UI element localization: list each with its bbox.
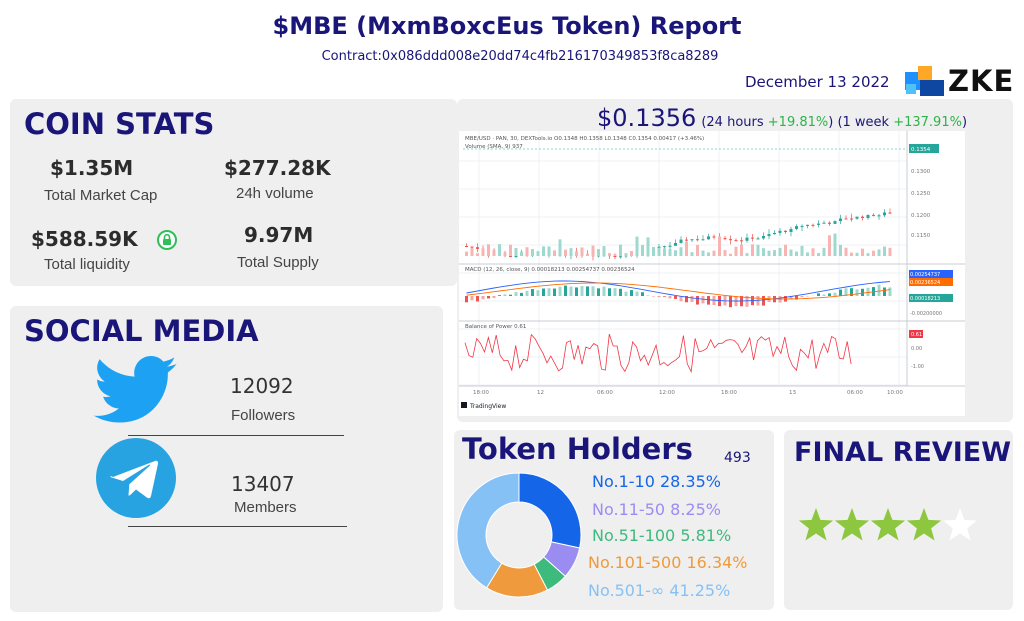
h24-prefix: (24 hours — [701, 115, 768, 130]
rating-stars — [798, 508, 978, 541]
holders-count: 493 — [724, 450, 751, 466]
tradingview-logo-icon — [461, 402, 467, 408]
macd-axis-label: 0.00236524 — [910, 280, 940, 286]
price-axis-label: 0.1250 — [911, 191, 931, 197]
coin-stats-panel: COIN STATS $1.35M Total Market Cap $277.… — [10, 99, 457, 286]
social-media-heading: SOCIAL MEDIA — [24, 314, 259, 348]
price-axis-label: 0.1354 — [911, 147, 931, 153]
holder-range-label: No.501-∞ — [588, 581, 670, 600]
price-axis-label: 0.1300 — [911, 169, 931, 175]
token-holders-panel: Token Holders 493 No.1-10 28.35% No.11-50… — [454, 430, 774, 610]
price-summary: $0.1356 (24 hours +19.81%) (1 week +137.… — [597, 104, 967, 132]
twitter-divider — [128, 435, 344, 436]
tradingview-watermark: TradingView — [469, 403, 506, 410]
star-filled-icon — [870, 508, 906, 541]
holder-row: No.501-∞ 41.25% — [588, 581, 730, 600]
telegram-divider — [128, 526, 347, 527]
liquidity-label: Total liquidity — [44, 256, 130, 273]
supply-value: 9.97M — [244, 223, 314, 247]
holder-percentage: 8.25% — [670, 500, 721, 519]
holder-range-label: No.101-500 — [588, 553, 687, 572]
macd-axis-label: 0.00254737 — [910, 272, 940, 278]
price-axis-label: 0.1150 — [911, 233, 931, 239]
chart-legend-bop: Balance of Power 0.61 — [465, 324, 526, 330]
logo-text: ZKE — [948, 64, 1015, 98]
social-media-panel: SOCIAL MEDIA 12092 Followers 13407 Membe… — [10, 306, 443, 612]
holder-percentage: 5.81% — [680, 526, 732, 545]
star-empty-icon — [942, 508, 978, 541]
macd-axis-label: -0.00200000 — [910, 311, 942, 317]
w1-change: +137.91% — [893, 115, 962, 130]
donut-slice[interactable] — [518, 472, 582, 549]
holder-percentage: 41.25% — [669, 581, 731, 600]
telegram-icon[interactable] — [96, 438, 176, 518]
bop-axis-label: 0.61 — [911, 332, 922, 338]
chart-legend-volume: Volume (SMA, 9) 937 — [465, 144, 523, 150]
bop-axis-label: 0.00 — [911, 346, 922, 352]
holder-row: No.11-50 8.25% — [592, 500, 721, 519]
zke-logo: ZKE — [905, 64, 1015, 98]
telegram-members-label: Members — [234, 499, 297, 516]
holder-percentage: 16.34% — [686, 553, 748, 572]
twitter-followers-count: 12092 — [230, 374, 294, 398]
market-cap-label: Total Market Cap — [44, 187, 158, 204]
twitter-bird-icon[interactable] — [94, 356, 178, 426]
final-review-panel: FINAL REVIEW — [784, 430, 1013, 610]
time-axis-label: 06:00 — [597, 390, 613, 396]
contract-address: Contract:0x086ddd008e20dd74c4fb216170349… — [321, 49, 719, 64]
time-axis-label: 13 — [789, 390, 796, 396]
twitter-followers-label: Followers — [231, 407, 296, 424]
token-holders-heading: Token Holders — [462, 432, 693, 466]
zke-logo-icon — [905, 66, 944, 96]
price-axis-label: 0.1200 — [911, 213, 931, 219]
holder-range-label: No.1-10 — [592, 472, 660, 491]
star-filled-icon — [834, 508, 870, 541]
donut-slice[interactable] — [456, 472, 520, 589]
time-axis-label: 06:00 — [847, 390, 863, 396]
holder-percentage: 28.35% — [659, 472, 721, 491]
time-axis-label: 12 — [537, 390, 544, 396]
h24-change: +19.81% — [767, 115, 829, 130]
w1-prefix: ) (1 week — [828, 115, 894, 130]
chart-legend-main: MBE/USD · PAN, 30, DEXTools.io O0.1348 H… — [465, 136, 704, 142]
report-date: December 13 2022 — [745, 73, 890, 91]
volume-label: 24h volume — [236, 185, 314, 202]
final-review-heading: FINAL REVIEW — [794, 437, 1011, 468]
time-axis-label: 12:00 — [659, 390, 675, 396]
time-axis-label: 18:00 — [721, 390, 737, 396]
bop-axis-label: -1.00 — [911, 364, 924, 370]
star-filled-icon — [906, 508, 942, 541]
market-cap-value: $1.35M — [50, 156, 134, 180]
chart-legend-macd: MACD (12, 26, close, 9) 0.00018213 0.002… — [465, 267, 635, 273]
holder-row: No.51-100 5.81% — [592, 526, 731, 545]
report-title: $MBE (MxmBoxcEus Token) Report — [272, 12, 742, 40]
price-suffix: ) — [961, 115, 968, 130]
holders-donut-chart[interactable] — [454, 470, 584, 600]
coin-stats-heading: COIN STATS — [24, 107, 215, 141]
macd-axis-label: 0.00018213 — [910, 296, 940, 302]
star-filled-icon — [798, 508, 834, 541]
holder-row: No.101-500 16.34% — [588, 553, 748, 572]
current-price: $0.1356 — [597, 104, 697, 132]
candlestick-chart[interactable]: MBE/USD · PAN, 30, DEXTools.io O0.1348 H… — [459, 131, 965, 416]
lock-icon — [157, 230, 177, 250]
supply-label: Total Supply — [237, 254, 319, 271]
time-axis-label: 10:00 — [887, 390, 903, 396]
holder-row: No.1-10 28.35% — [592, 472, 721, 491]
holder-range-label: No.51-100 — [592, 526, 681, 545]
price-chart-panel: $0.1356 (24 hours +19.81%) (1 week +137.… — [457, 99, 1013, 422]
tradingview-chart[interactable]: MBE/USD · PAN, 30, DEXTools.io O0.1348 H… — [459, 131, 965, 416]
liquidity-value: $588.59K — [31, 227, 138, 251]
holder-range-label: No.11-50 — [592, 500, 671, 519]
time-axis-label: 18:00 — [473, 390, 489, 396]
telegram-members-count: 13407 — [231, 472, 295, 496]
volume-value: $277.28K — [224, 156, 331, 180]
